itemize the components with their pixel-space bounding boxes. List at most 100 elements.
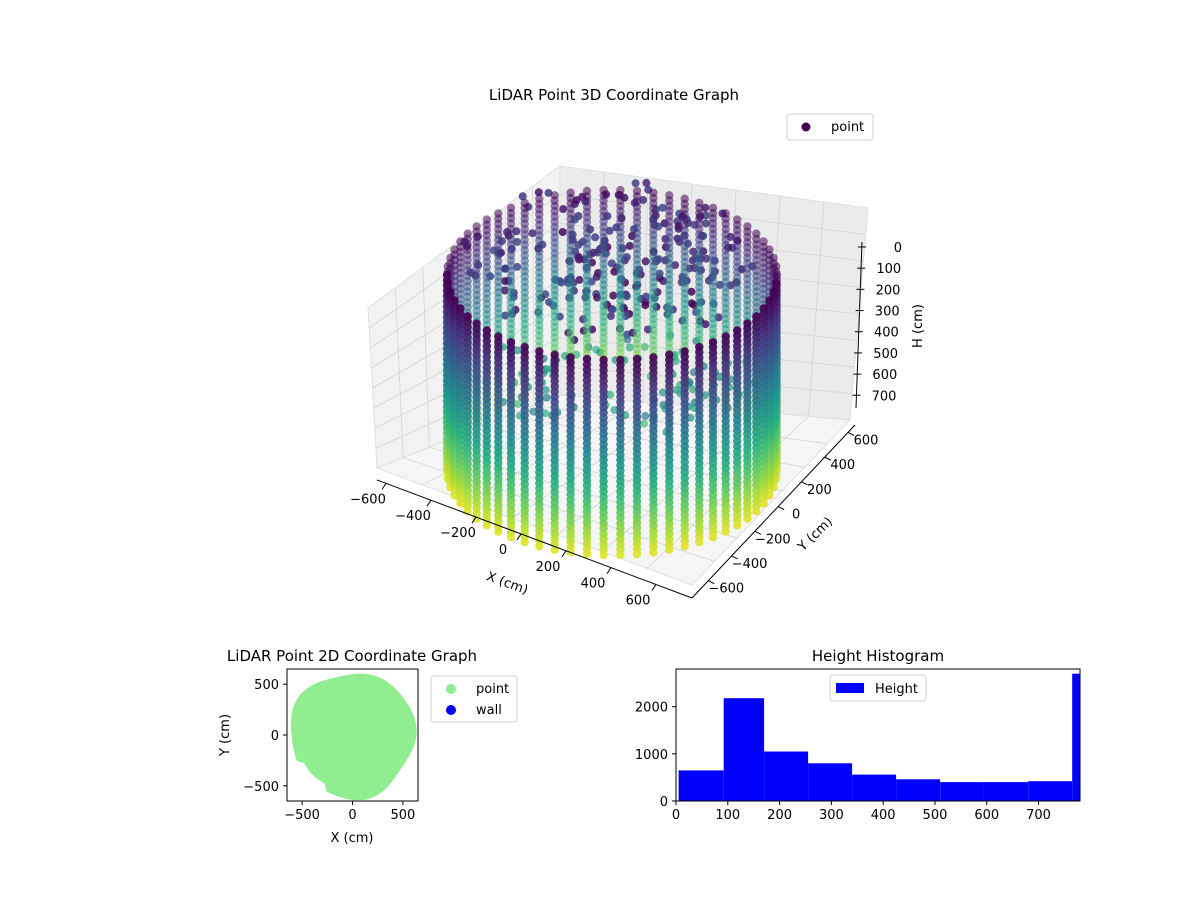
scatter-point <box>642 292 651 301</box>
y-tick-label: 1000 <box>635 748 668 763</box>
scatter-point <box>665 545 674 554</box>
scatter-point <box>687 287 696 296</box>
legend-3d-label: point <box>831 120 864 135</box>
scatter-point <box>535 542 544 551</box>
histogram-bar <box>940 782 984 801</box>
scatter-point <box>582 549 592 559</box>
y-tick-mark <box>847 431 855 436</box>
x-tick-label: 0 <box>672 808 680 823</box>
x-tick-label: 600 <box>974 808 999 823</box>
scatter-point <box>589 248 598 257</box>
z-tick-label: 0 <box>894 241 902 256</box>
scatter-point <box>599 550 608 560</box>
y-tick-label: 600 <box>854 433 879 448</box>
scatter-point <box>702 219 711 228</box>
y-tick-label: −600 <box>708 582 744 597</box>
point-cloud-2d <box>290 673 417 801</box>
x-tick-label: −600 <box>350 492 386 507</box>
legend-hist-patch <box>836 683 864 693</box>
y-axis-line <box>691 424 856 599</box>
scatter-point <box>680 542 689 551</box>
x-tick-label: 300 <box>819 808 844 823</box>
x-ticks-hist: 0 100 200 300 400 500 600 700 <box>672 801 1051 823</box>
scatter-point <box>759 499 768 508</box>
scatter-point <box>674 222 683 231</box>
scatter-point <box>640 419 649 428</box>
z-ticks-3d: 0 100 200 300 400 500 600 700 <box>852 241 902 404</box>
x-axis-label-2d: X (cm) <box>331 831 374 846</box>
histogram-bar <box>764 751 809 801</box>
histogram-bar <box>896 779 941 801</box>
scatter-point <box>456 499 465 508</box>
y-ticks-2d: 500 0 −500 <box>243 678 287 795</box>
scatter-point <box>513 346 522 355</box>
x-tick-label: 200 <box>536 560 561 575</box>
scatter-point <box>649 548 658 557</box>
scatter-point <box>701 203 710 212</box>
scatter-point <box>534 188 543 197</box>
scatter-point <box>557 278 566 287</box>
scatter-point <box>622 253 631 262</box>
x-ticks-2d: −500 0 500 <box>284 801 415 823</box>
scatter-point <box>558 228 567 236</box>
scatter-point <box>687 299 696 308</box>
histogram-bar <box>678 770 724 801</box>
z-tick-label: 700 <box>872 389 897 404</box>
scatter-point <box>608 305 617 314</box>
x-tick-label: −200 <box>440 526 476 541</box>
scatter-point <box>655 269 664 278</box>
scatter-point <box>606 390 615 399</box>
scatter-point <box>482 521 491 530</box>
scatter-point <box>623 335 632 344</box>
y-tick-label: −400 <box>732 557 768 572</box>
y-ticks-hist: 0 1000 2000 <box>635 701 676 810</box>
scatter-point <box>642 178 651 187</box>
scatter-point <box>640 342 649 351</box>
y-tick-mark <box>708 580 715 585</box>
scatter-point <box>514 400 523 409</box>
legend-3d: point <box>786 113 874 141</box>
scatter-point <box>708 533 718 542</box>
scatter-point <box>528 229 537 238</box>
scatter-point <box>616 550 625 560</box>
z-tick-label: 600 <box>872 368 897 383</box>
x-tick-mark <box>606 567 612 574</box>
scatter-point <box>520 537 529 547</box>
z-tick-label: 400 <box>874 326 899 341</box>
scatter-point <box>671 357 680 366</box>
y-tick-label: 2000 <box>635 701 668 716</box>
scatter-point <box>639 196 648 204</box>
scatter-point <box>641 257 650 266</box>
scatter-point <box>631 179 640 188</box>
scatter-point <box>606 312 615 321</box>
histogram-bars <box>678 673 1080 801</box>
x-tick-mark <box>426 499 432 507</box>
legend-3d-frame <box>786 113 874 141</box>
histogram-bar <box>808 763 853 801</box>
x-tick-mark <box>381 483 387 490</box>
z-tick-label: 100 <box>876 262 901 277</box>
scatter-point <box>658 203 667 212</box>
histogram-bar <box>983 782 1029 801</box>
scatter-point <box>733 521 742 530</box>
legend-hist: Height <box>829 674 927 702</box>
y-tick-label: 200 <box>807 483 832 498</box>
legend-2d-wall-label: wall <box>476 703 502 718</box>
x-tick-label: 600 <box>626 594 651 609</box>
legend-2d-point-label: point <box>476 682 509 697</box>
x-tick-label: 400 <box>871 808 896 823</box>
scatter-point <box>625 241 634 250</box>
chart-3d-title: LiDAR Point 3D Coordinate Graph <box>489 86 739 104</box>
legend-2d-wall-marker <box>446 705 456 715</box>
legend-2d-point-marker <box>446 684 456 694</box>
z-tick-label: 500 <box>873 347 898 362</box>
x-tick-label: 100 <box>715 808 740 823</box>
y-tick-label: −500 <box>243 780 279 795</box>
x-axis-line <box>376 479 693 599</box>
scatter-point <box>695 537 704 547</box>
y-ticks-3d: 600 400 200 0−200 −400 −600 <box>708 431 879 597</box>
chart-3d: LiDAR Point 3D Coordinate Graph −600 −400… <box>350 86 926 609</box>
z-tick-label: 200 <box>876 283 901 298</box>
x-tick-label: 0 <box>348 808 356 823</box>
